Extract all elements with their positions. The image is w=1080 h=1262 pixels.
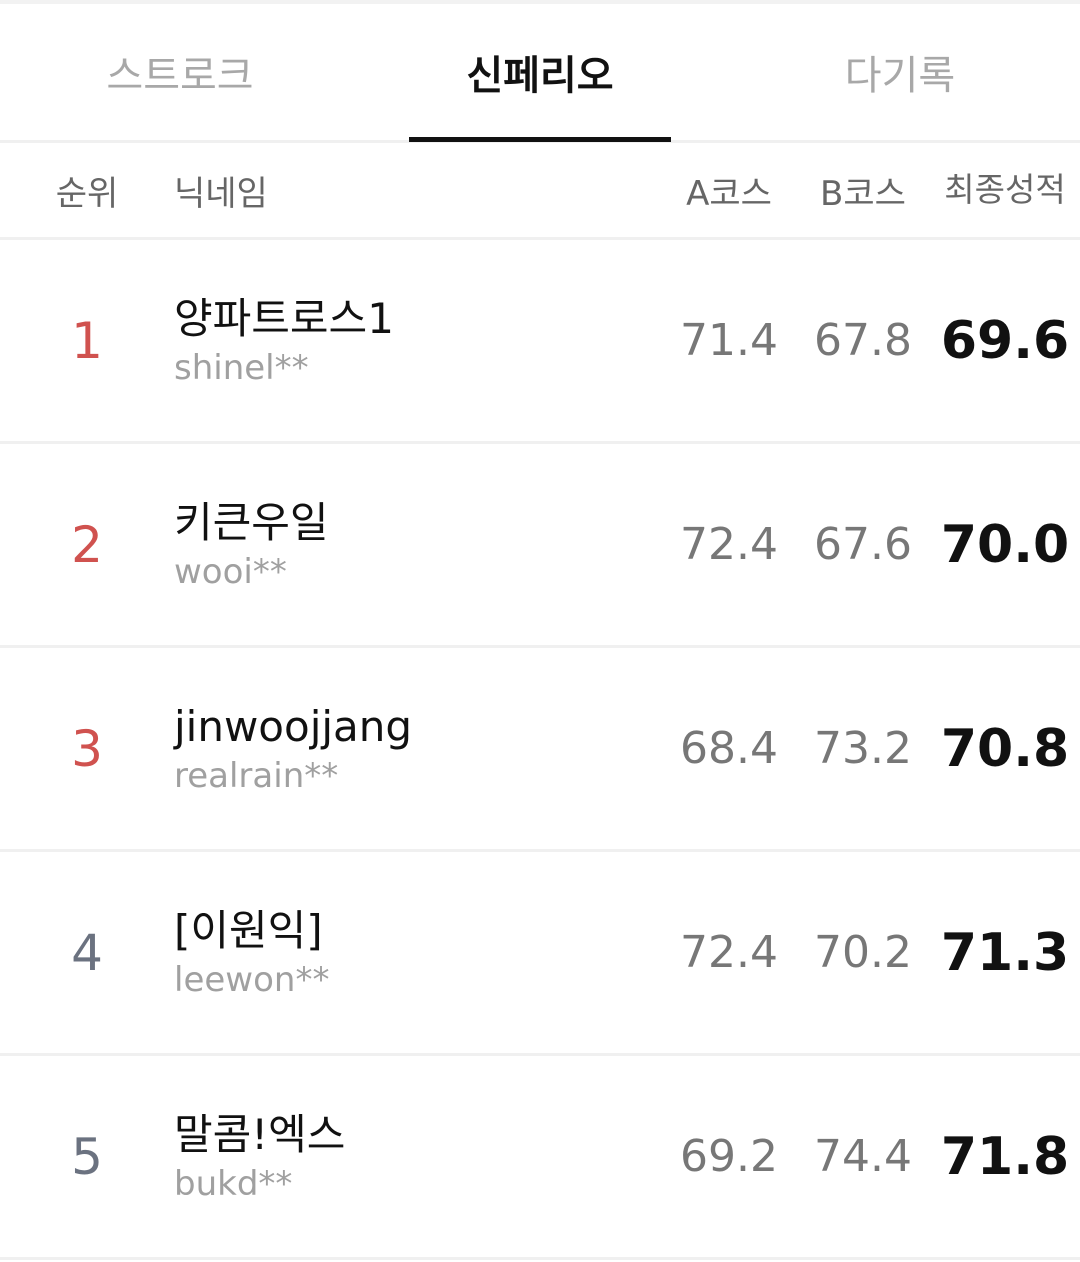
tab-stroke[interactable]: 스트로크 [106, 53, 254, 99]
final-score: 70.8 [940, 718, 1070, 779]
player: 말콤!엑스 bukd** [174, 1108, 662, 1206]
a-course-score: 72.4 [680, 519, 778, 570]
tab-multi-record[interactable]: 다기록 [844, 53, 956, 99]
user-id: wooi** [174, 551, 287, 592]
b-course-score: 70.2 [814, 927, 912, 978]
nickname: [이원익] [174, 905, 323, 955]
table-row[interactable]: 1 양파트로스1 shinel** 71.4 67.8 69.6 [0, 240, 1080, 444]
header-final: 최종성적 [944, 170, 1066, 209]
rank: 5 [71, 1127, 103, 1186]
user-id: shinel** [174, 347, 309, 388]
b-course-score: 73.2 [814, 723, 912, 774]
tab-bar: 스트로크 신페리오 다기록 [0, 0, 1080, 142]
final-score: 71.8 [940, 1126, 1070, 1187]
table-row[interactable]: 2 키큰우일 wooi** 72.4 67.6 70.0 [0, 444, 1080, 648]
table-header: 순위 닉네임 A코스 B코스 최종성적 [0, 143, 1080, 240]
b-course-score: 74.4 [814, 1131, 912, 1182]
leaderboard-list: 1 양파트로스1 shinel** 71.4 67.8 69.6 2 키큰우일 w… [0, 240, 1080, 1260]
header-rank: 순위 [55, 173, 119, 214]
nickname: 말콤!엑스 [174, 1109, 346, 1159]
header-nickname: 닉네임 [174, 173, 268, 214]
a-course-score: 71.4 [680, 315, 778, 366]
tab-new-peoria[interactable]: 신페리오 [360, 4, 720, 142]
final-score: 71.3 [940, 922, 1070, 983]
player: [이원익] leewon** [174, 904, 662, 1002]
nickname: 키큰우일 [174, 497, 329, 547]
final-score: 69.6 [940, 310, 1070, 371]
player: 양파트로스1 shinel** [174, 292, 662, 390]
table-row[interactable]: 4 [이원익] leewon** 72.4 70.2 71.3 [0, 852, 1080, 1056]
table-row[interactable]: 3 jinwoojjang realrain** 68.4 73.2 70.8 [0, 648, 1080, 852]
b-course-score: 67.6 [814, 519, 912, 570]
rank: 3 [71, 719, 103, 778]
header-a-course: A코스 [686, 173, 772, 214]
nickname: 양파트로스1 [174, 293, 394, 343]
player: 키큰우일 wooi** [174, 496, 662, 594]
table-row[interactable]: 5 말콤!엑스 bukd** 69.2 74.4 71.8 [0, 1056, 1080, 1260]
rank: 2 [71, 515, 103, 574]
user-id: leewon** [174, 959, 330, 1000]
final-score: 70.0 [940, 514, 1070, 575]
rank: 4 [71, 923, 103, 982]
header-b-course: B코스 [820, 173, 906, 214]
a-course-score: 68.4 [680, 723, 778, 774]
b-course-score: 67.8 [814, 315, 912, 366]
nickname: jinwoojjang [174, 701, 413, 751]
user-id: bukd** [174, 1163, 293, 1204]
player: jinwoojjang realrain** [174, 700, 662, 798]
rank: 1 [71, 311, 103, 370]
a-course-score: 72.4 [680, 927, 778, 978]
user-id: realrain** [174, 755, 339, 796]
a-course-score: 69.2 [680, 1131, 778, 1182]
